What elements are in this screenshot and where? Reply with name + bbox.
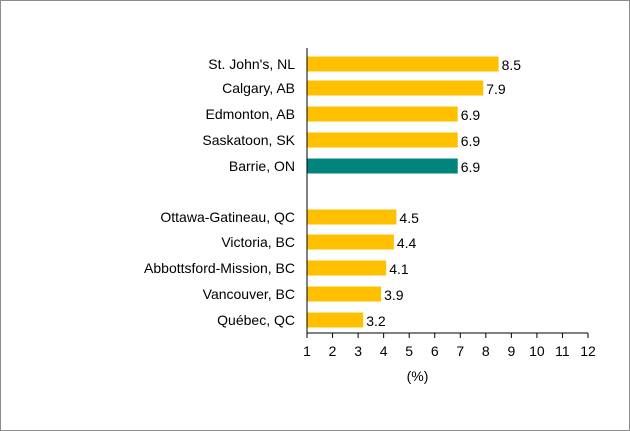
bar-1	[307, 80, 484, 96]
x-axis-title: (%)	[407, 368, 429, 384]
value-label-2: 6.9	[461, 107, 481, 123]
bar-5	[307, 209, 397, 225]
value-label-7: 4.1	[389, 261, 409, 277]
x-tick-label-6: 7	[456, 343, 464, 359]
category-label-0: St. John's, NL	[208, 56, 295, 72]
category-label-6: Victoria, BC	[221, 234, 295, 250]
bar-0	[307, 56, 499, 72]
x-tick-label-0: 1	[303, 343, 311, 359]
axis-layer: 1 2 3 4 5 6 7 8 9 10 11 12	[303, 48, 596, 359]
bar-4	[307, 158, 458, 174]
bar-6	[307, 234, 394, 250]
bar-3	[307, 132, 458, 148]
value-label-6: 4.4	[397, 235, 417, 251]
x-tick-label-9: 10	[529, 343, 545, 359]
value-label-5: 4.5	[399, 210, 419, 226]
x-tick-label-8: 9	[507, 343, 515, 359]
bar-9	[307, 312, 364, 328]
value-label-3: 6.9	[461, 133, 481, 149]
labels-layer: St. John's, NL 8.5 Calgary, AB 7.9 Edmonton,…	[144, 56, 521, 329]
category-label-8: Vancouver, BC	[203, 286, 295, 302]
x-tick-label-10: 11	[555, 343, 570, 359]
category-label-7: Abbottsford-Mission, BC	[144, 260, 295, 276]
x-tick-label-3: 4	[380, 343, 388, 359]
x-tick-label-11: 12	[580, 343, 596, 359]
category-label-3: Saskatoon, SK	[202, 132, 295, 148]
bar-2	[307, 106, 458, 122]
category-label-5: Ottawa-Gatineau, QC	[160, 209, 295, 225]
category-label-4: Barrie, ON	[229, 158, 295, 174]
category-label-9: Québec, QC	[217, 312, 295, 328]
x-tick-label-2: 3	[354, 343, 362, 359]
value-label-1: 7.9	[486, 81, 506, 97]
category-label-1: Calgary, AB	[222, 80, 295, 96]
x-tick-label-1: 2	[329, 343, 337, 359]
bars-layer	[307, 56, 499, 328]
value-label-4: 6.9	[461, 159, 481, 175]
value-label-9: 3.2	[366, 313, 386, 329]
x-tick-label-4: 5	[405, 343, 413, 359]
category-label-2: Edmonton, AB	[205, 106, 295, 122]
x-tick-label-5: 6	[431, 343, 439, 359]
bar-7	[307, 260, 387, 276]
x-tick-label-7: 8	[482, 343, 490, 359]
value-label-0: 8.5	[502, 57, 522, 73]
value-label-8: 3.9	[384, 287, 404, 303]
bar-8	[307, 286, 382, 302]
